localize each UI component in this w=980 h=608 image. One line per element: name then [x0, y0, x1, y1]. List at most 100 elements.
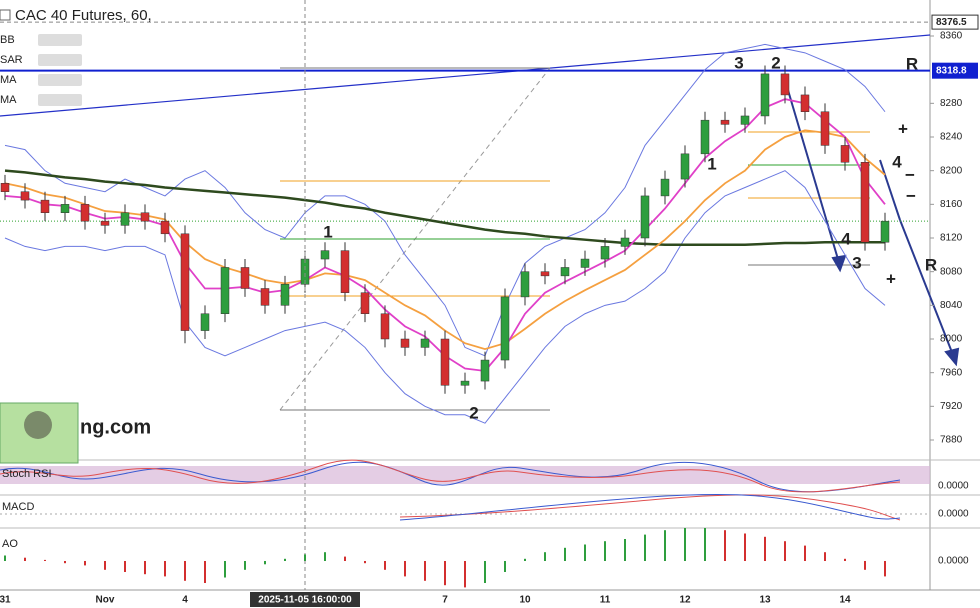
candle-body — [620, 237, 630, 247]
ao-bar — [864, 561, 866, 570]
candle-body — [580, 258, 590, 268]
ao-bar — [764, 536, 766, 561]
wave-label: 2 — [771, 53, 780, 72]
candle-body — [320, 250, 330, 260]
ao-bar — [464, 561, 466, 588]
candle-body — [340, 250, 350, 293]
y-tick-label: 7880 — [940, 435, 963, 446]
wave-label: 3 — [734, 53, 743, 72]
plus-sign: + — [898, 119, 908, 138]
indicator-line — [4, 169, 885, 246]
indicator-label: MA — [0, 74, 17, 86]
price-tag — [931, 14, 979, 30]
candle-body — [740, 115, 750, 125]
indicator-controls — [38, 34, 82, 46]
y-tick-label: 7920 — [940, 401, 963, 412]
ao-bar — [184, 561, 186, 581]
ao-bar — [304, 554, 306, 561]
y-tick-label: 8040 — [940, 300, 963, 311]
candle-body — [100, 220, 110, 226]
candle-body — [420, 338, 430, 348]
stoch-line — [0, 461, 901, 493]
stoch-line — [0, 459, 901, 493]
y-tick-label: 8080 — [940, 266, 963, 277]
ao-bar — [344, 556, 346, 561]
minus-sign: − — [906, 186, 916, 205]
candle-body — [120, 212, 130, 226]
x-tick-label: 2025-11-05 16:00:00 — [258, 595, 352, 606]
ao-bar — [4, 555, 6, 561]
candle-body — [720, 119, 730, 125]
candle-body — [780, 73, 790, 96]
ao-bar — [284, 558, 286, 561]
ao-bar — [564, 547, 566, 561]
x-tick-label: 7 — [442, 595, 448, 606]
ao-bar — [244, 561, 246, 570]
indicator-line — [4, 170, 886, 424]
candle-body — [60, 204, 70, 213]
stoch-band — [0, 466, 930, 484]
indicator-controls — [38, 94, 82, 106]
ao-bar — [404, 561, 406, 577]
x-tick-label: 14 — [839, 595, 851, 606]
candle-body — [0, 183, 10, 192]
panel-label: Stoch RSI — [2, 468, 52, 480]
ao-bar — [584, 544, 586, 561]
ao-bar — [24, 557, 26, 561]
candle-body — [380, 313, 390, 340]
ao-bar — [204, 561, 206, 583]
x-tick-label: 13 — [759, 595, 771, 606]
ao-bar — [424, 561, 426, 581]
candle-body — [400, 338, 410, 348]
logo-text: ng.com — [80, 416, 151, 438]
ao-bar — [264, 561, 266, 565]
candle-body — [180, 233, 190, 331]
ao-bar — [504, 561, 506, 572]
ao-bar — [624, 539, 626, 561]
high-price-label: 8376.5 — [936, 17, 967, 28]
candle-body — [40, 199, 50, 213]
x-tick-label: 31 — [0, 595, 11, 606]
wave-label: 2 — [469, 403, 478, 422]
y-tick-label: 8360 — [940, 31, 963, 42]
indicator-line — [4, 43, 886, 357]
ao-bar — [324, 552, 326, 561]
candle-body — [760, 73, 770, 117]
ao-bar — [104, 561, 106, 570]
collapse-icon[interactable] — [0, 9, 11, 21]
candle-body — [800, 94, 810, 112]
panel-label: MACD — [2, 501, 34, 513]
candle-body — [700, 119, 710, 155]
logo-icon — [24, 411, 52, 439]
ao-bar — [804, 545, 806, 561]
candle-body — [240, 267, 250, 289]
ao-bar — [604, 541, 606, 561]
plus-sign: + — [886, 269, 896, 288]
wave-label: 3 — [852, 253, 861, 272]
candle-body — [880, 220, 890, 243]
candle-body — [360, 292, 370, 315]
ao-bar — [724, 530, 726, 561]
trend-line — [0, 34, 931, 117]
ao-bar — [44, 559, 46, 561]
candle-body — [140, 212, 150, 222]
ao-bar — [124, 561, 126, 572]
y-tick-label: 8200 — [940, 165, 963, 176]
ao-bar — [684, 528, 686, 561]
candle-body — [540, 271, 550, 277]
ao-bar — [704, 528, 706, 561]
x-tick-label: 11 — [600, 595, 611, 606]
indicator-label: BB — [0, 34, 15, 46]
indicator-label: SAR — [0, 54, 23, 66]
x-tick-label: 10 — [519, 595, 531, 606]
ao-bar — [744, 533, 746, 561]
candle-body — [160, 220, 170, 235]
wave-label: 4 — [892, 152, 902, 171]
candle-body — [500, 296, 510, 361]
x-tick-label: Nov — [96, 595, 115, 606]
panel-zero-label: 0.0000 — [938, 509, 969, 520]
wave-label: 1 — [323, 222, 332, 241]
candle-body — [860, 162, 870, 243]
ao-bar — [164, 561, 166, 577]
price-tag — [932, 62, 978, 79]
